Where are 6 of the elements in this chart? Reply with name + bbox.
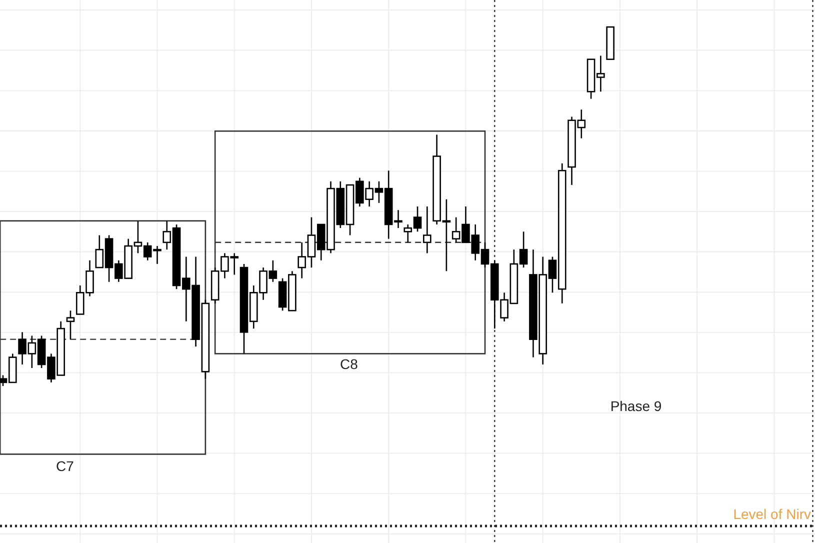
ref-line-label: Level of Nirv [733, 506, 811, 522]
text: Phase 9 [610, 398, 662, 414]
candlestick [66, 310, 75, 340]
candlestick [423, 206, 432, 254]
text: C7 [56, 458, 74, 474]
annotation: C8 [340, 356, 358, 372]
